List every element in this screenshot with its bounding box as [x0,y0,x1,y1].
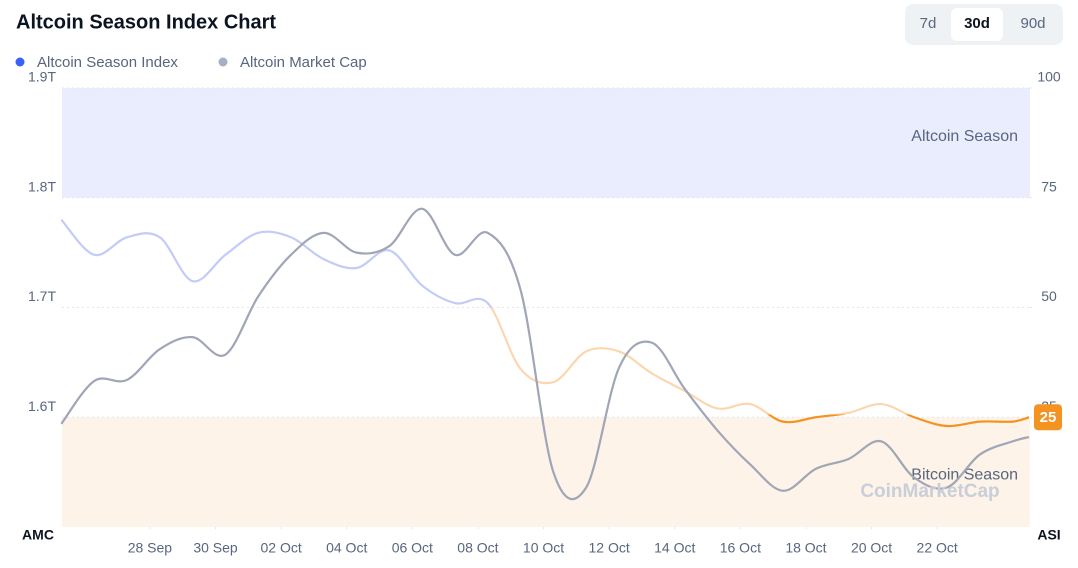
x-tick-label: 28 Sep [128,540,173,556]
x-tick-label: 30 Sep [193,540,238,556]
x-tick-label: 12 Oct [589,540,630,556]
y-axis-title: AMC [22,527,54,543]
series-line [60,218,1030,428]
tab[interactable]: 30d [964,15,990,32]
y-tick-label: 1.6T [28,398,56,414]
series-line [60,207,1030,501]
x-tick-label: 08 Oct [457,540,498,556]
legend-label[interactable]: Altcoin Season Index [37,54,178,71]
zone-label: Bitcoin Season [911,466,1018,483]
y-tick-label: 1.9T [28,69,56,85]
y-tick-label: 1.8T [28,178,56,194]
y2-tick-label: 50 [1041,288,1057,304]
current-value-label: 25 [1040,409,1057,426]
legend-label[interactable]: Altcoin Market Cap [240,54,367,71]
y2-axis-title: ASI [1037,527,1060,543]
watermark: CoinMarketCap [860,481,999,502]
tab[interactable]: 90d [1020,15,1045,32]
x-tick-label: 14 Oct [654,540,695,556]
x-tick-label: 04 Oct [326,540,367,556]
chart-title: Altcoin Season Index Chart [16,11,276,33]
y-tick-label: 1.7T [28,288,56,304]
tab[interactable]: 7d [920,15,937,32]
x-tick-label: 06 Oct [392,540,433,556]
y2-tick-label: 100 [1037,69,1061,85]
zone-label: Altcoin Season [911,128,1018,145]
x-tick-label: 20 Oct [851,540,892,556]
y2-tick-label: 75 [1041,178,1057,194]
season-zone [62,88,1030,198]
legend-marker [218,57,228,67]
x-tick-label: 10 Oct [523,540,564,556]
x-tick-label: 22 Oct [917,540,958,556]
current-value-badge [1034,404,1062,431]
x-tick-label: 16 Oct [720,540,761,556]
legend-marker [15,57,25,67]
tab-selected-bg [951,8,1003,41]
x-tick-label: 18 Oct [785,540,826,556]
x-tick-label: 02 Oct [260,540,301,556]
